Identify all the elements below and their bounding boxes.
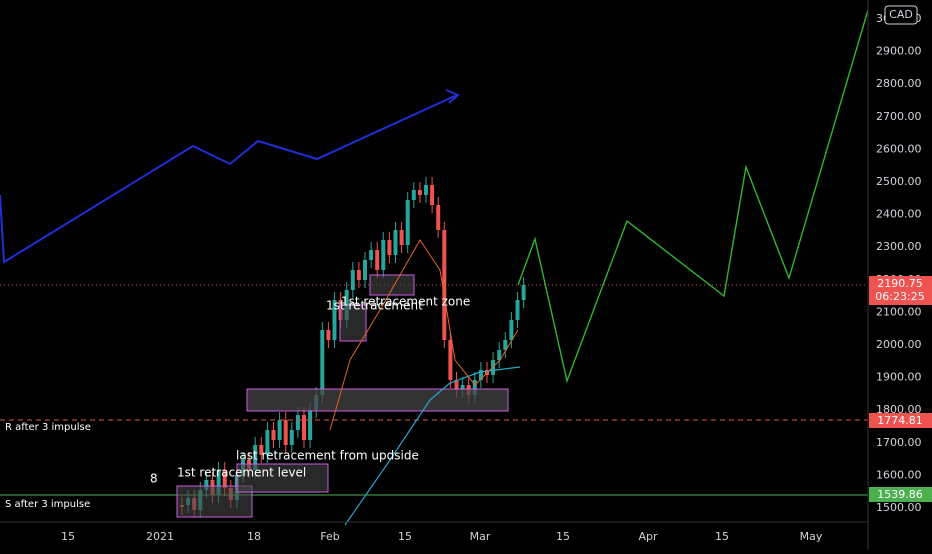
candle-body — [515, 300, 520, 320]
candle-body — [302, 415, 306, 440]
time-tick-label: 2021 — [146, 530, 174, 543]
annotation: 8 — [150, 472, 158, 486]
time-tick-label: Feb — [320, 530, 339, 543]
price-tick-label: 1800.00 — [876, 403, 922, 416]
price-tick-label: 2100.00 — [876, 305, 922, 318]
candle-body — [265, 430, 270, 455]
zone — [236, 463, 329, 493]
annotation: 1st retracement — [326, 299, 423, 313]
time-tick-label: 18 — [247, 530, 261, 543]
support-price: 1539.86 — [877, 488, 923, 501]
moving-average — [329, 239, 519, 431]
annotation: 1st retracement zone — [341, 295, 470, 309]
time-tick-label: May — [800, 530, 823, 543]
resistance-price: 1774.81 — [877, 414, 923, 427]
support-tag — [869, 487, 932, 502]
zone — [246, 388, 509, 412]
annotation: 1st retracement level — [177, 466, 306, 480]
time-tick-label: 15 — [398, 530, 412, 543]
candle-body — [417, 190, 422, 195]
price-tick-label: 2400.00 — [876, 208, 922, 221]
price-tick-label: 2300.00 — [876, 240, 922, 253]
price-tick-label: 1900.00 — [876, 371, 922, 384]
candle-body — [436, 205, 441, 230]
candle-body — [216, 470, 221, 495]
candle-body — [277, 420, 282, 440]
time-tick-label: 15 — [715, 530, 729, 543]
moving-average — [344, 366, 521, 526]
candle-body — [503, 340, 508, 350]
price-tick-label: 2900.00 — [876, 45, 922, 58]
arrow-head — [445, 89, 460, 104]
candle-body — [454, 380, 459, 390]
candle-body — [460, 385, 465, 390]
candle-body — [222, 470, 227, 488]
candle-body — [497, 350, 502, 360]
candle-body — [253, 445, 258, 470]
candle-body — [387, 240, 392, 255]
candle-body — [350, 270, 355, 290]
candle-body — [411, 190, 416, 200]
annotation: R after 3 impulse — [5, 422, 91, 433]
candle-body — [430, 185, 435, 205]
price-tick-label: 2700.00 — [876, 110, 922, 123]
price-axis — [868, 0, 932, 550]
candle-body — [399, 230, 404, 245]
candle-body — [259, 445, 264, 455]
candle-body — [405, 200, 410, 245]
candle-body — [424, 185, 428, 195]
price-tick-label: 2000.00 — [876, 338, 922, 351]
time-tick-label: 15 — [61, 530, 75, 543]
candle-body — [271, 430, 276, 440]
candle-body — [472, 380, 477, 395]
time-ticks: 15 2021 18 Feb 15 Mar 15 Apr 15 May — [61, 530, 823, 543]
price-tick-label: 2500.00 — [876, 175, 922, 188]
candle-body — [375, 250, 380, 270]
time-tick-label: Mar — [470, 530, 491, 543]
zone — [369, 274, 415, 296]
price-tick-label: 2800.00 — [876, 77, 922, 90]
resistance-tag — [869, 413, 932, 428]
candle-body — [295, 415, 300, 430]
projection-line — [0, 94, 458, 264]
candle-body — [320, 330, 325, 395]
candle-body — [369, 250, 374, 260]
candle-body — [204, 480, 209, 490]
candle-body — [289, 430, 294, 445]
candle-body — [332, 300, 337, 340]
time-tick-label: Apr — [638, 530, 658, 543]
last-price-tag — [869, 276, 932, 305]
candle-body — [326, 330, 331, 340]
candle-body — [308, 410, 313, 440]
candle-body — [521, 285, 526, 300]
candle-body — [509, 320, 514, 340]
candle-body — [448, 340, 453, 380]
currency: CAD — [889, 8, 913, 21]
price-tick-label: 1700.00 — [876, 436, 922, 449]
projection-line — [517, 9, 869, 384]
annotation: last retracement from updside — [236, 449, 419, 463]
price-tick-label: 1600.00 — [876, 468, 922, 481]
candle-body — [283, 420, 288, 445]
countdown: 06:23:25 — [875, 290, 924, 303]
currency-badge — [884, 5, 918, 25]
zone — [339, 304, 367, 342]
candle-body — [363, 260, 367, 280]
candle-body — [356, 270, 361, 280]
annotation: S after 3 impulse — [5, 499, 90, 510]
last-price: 2190.75 — [877, 277, 923, 290]
candle-body — [478, 370, 483, 380]
candle-body — [393, 230, 398, 255]
time-tick-label: 15 — [556, 530, 570, 543]
price-tick-label: 1500.00 — [876, 501, 922, 514]
candle-body — [381, 240, 386, 270]
price-tick-label: 2600.00 — [876, 142, 922, 155]
